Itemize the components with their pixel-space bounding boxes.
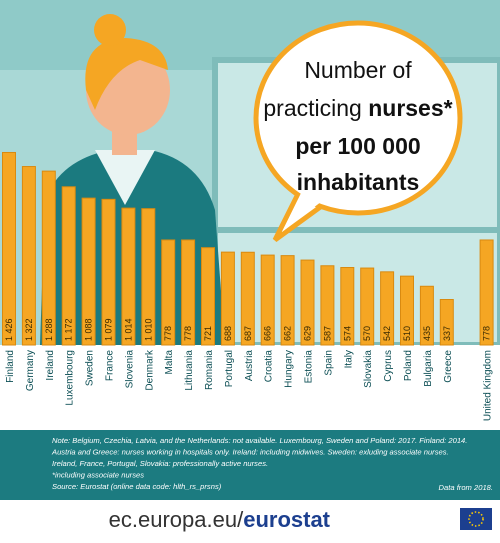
bar	[121, 207, 136, 346]
bar	[260, 254, 275, 346]
bar	[240, 251, 255, 346]
title-line: inhabitants	[297, 169, 420, 195]
bar	[380, 271, 395, 346]
x-tick-label: Bulgaria	[423, 350, 434, 387]
x-tick-label: Slovenia	[124, 350, 135, 389]
bar	[81, 197, 96, 346]
footer-brand: eurostat	[243, 507, 330, 532]
note: Source: Eurostat (online data code: hlth…	[52, 482, 222, 491]
label-band	[0, 345, 500, 430]
note: Note: Belgium, Czechia, Latvia, and the …	[52, 436, 467, 445]
value-label: 1 426	[4, 318, 14, 341]
bar	[181, 239, 196, 346]
value-label: 1 288	[44, 318, 54, 341]
value-label: 510	[402, 326, 412, 341]
title-part: practicing	[263, 95, 361, 121]
value-label: 688	[223, 326, 233, 341]
value-label: 629	[303, 326, 313, 341]
x-tick-label: Romania	[204, 350, 215, 390]
value-label: 662	[283, 326, 293, 341]
bar	[101, 198, 116, 346]
x-tick-label: Poland	[403, 350, 414, 381]
value-label: 1 014	[123, 318, 133, 341]
value-label: 1 322	[24, 318, 34, 341]
bar	[340, 267, 355, 346]
x-tick-label: Lithuania	[184, 350, 195, 391]
eu-flag	[460, 508, 492, 530]
title-line: per 100 000	[295, 133, 420, 159]
note: Austria and Greece: nurses working in ho…	[51, 448, 449, 457]
bar	[2, 151, 16, 346]
bar	[479, 239, 494, 346]
x-tick-label: Luxembourg	[65, 350, 76, 406]
x-tick-label: Germany	[25, 350, 36, 391]
x-tick-label: Italy	[343, 350, 354, 368]
x-tick-label: United Kingdom	[483, 350, 494, 421]
x-tick-label: Slovakia	[363, 350, 374, 388]
bar	[439, 299, 454, 346]
note: Ireland, France, Portugal, Slovakia: pro…	[52, 459, 268, 468]
x-tick-label: Sweden	[85, 350, 96, 386]
value-label: 778	[183, 326, 193, 341]
value-label: 778	[482, 326, 492, 341]
value-label: 666	[263, 326, 273, 341]
bar	[41, 170, 56, 346]
x-tick-label: Hungary	[284, 350, 295, 388]
note: *including associate nurses	[52, 471, 144, 480]
title-line: Number of	[304, 57, 412, 83]
x-tick-label: Croatia	[264, 350, 275, 383]
bar	[161, 239, 176, 346]
value-label: 435	[422, 326, 432, 341]
x-tick-label: Spain	[323, 350, 334, 376]
bar	[141, 208, 156, 346]
title-line: practicing nurses*	[263, 95, 452, 121]
x-tick-label: Cyprus	[383, 350, 394, 382]
bar	[300, 259, 315, 346]
x-tick-label: Malta	[164, 350, 175, 375]
footer-part: ec.europa.eu/	[109, 507, 244, 532]
value-label: 1 010	[143, 318, 153, 341]
value-label: 574	[342, 326, 352, 341]
data-note: Data from 2018.	[439, 483, 493, 492]
value-label: 1 079	[104, 318, 114, 341]
value-label: 721	[203, 326, 213, 341]
x-tick-label: Ireland	[45, 350, 56, 381]
bar	[61, 186, 76, 346]
bar	[419, 285, 434, 346]
notes-band	[0, 430, 500, 500]
title-emphasis: nurses*	[368, 95, 452, 121]
x-tick-label: Greece	[443, 350, 454, 383]
bar	[201, 247, 215, 346]
value-label: 587	[322, 326, 332, 341]
value-label: 778	[163, 326, 173, 341]
x-tick-label: Austria	[244, 350, 255, 382]
value-label: 337	[442, 326, 452, 341]
value-label: 687	[243, 326, 253, 341]
bar	[320, 265, 335, 346]
x-tick-label: Portugal	[224, 350, 235, 387]
x-tick-label: France	[105, 350, 116, 382]
x-tick-label: Finland	[5, 350, 16, 383]
bar	[400, 275, 414, 346]
bar	[220, 251, 235, 346]
bar	[280, 255, 295, 346]
value-label: 1 088	[84, 318, 94, 341]
speech-bubble	[253, 20, 463, 243]
bar	[360, 267, 375, 346]
value-label: 570	[362, 326, 372, 341]
x-tick-label: Denmark	[144, 349, 155, 391]
bar	[21, 166, 36, 346]
x-tick-label: Estonia	[304, 350, 315, 384]
value-label: 542	[382, 326, 392, 341]
footer-url: ec.europa.eu/eurostat	[109, 507, 331, 532]
value-label: 1 172	[64, 318, 74, 341]
